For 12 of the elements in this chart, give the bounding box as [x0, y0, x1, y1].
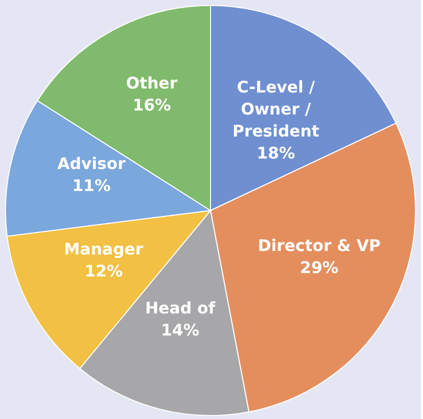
- slice-label: Other: [126, 74, 178, 93]
- slice-label: C-Level / Owner / President: [232, 77, 320, 140]
- data-label: 29%: [300, 258, 338, 277]
- data-label: 16%: [132, 96, 171, 115]
- data-label: 12%: [84, 261, 123, 280]
- data-label: 11%: [72, 176, 111, 195]
- data-label: 18%: [256, 143, 296, 162]
- slice-label: Manager: [64, 239, 144, 258]
- data-label: 14%: [161, 320, 200, 340]
- slice-label: Head of: [145, 298, 216, 318]
- slice-label: Director & VP: [258, 236, 381, 255]
- slice-label: Advisor: [57, 154, 126, 173]
